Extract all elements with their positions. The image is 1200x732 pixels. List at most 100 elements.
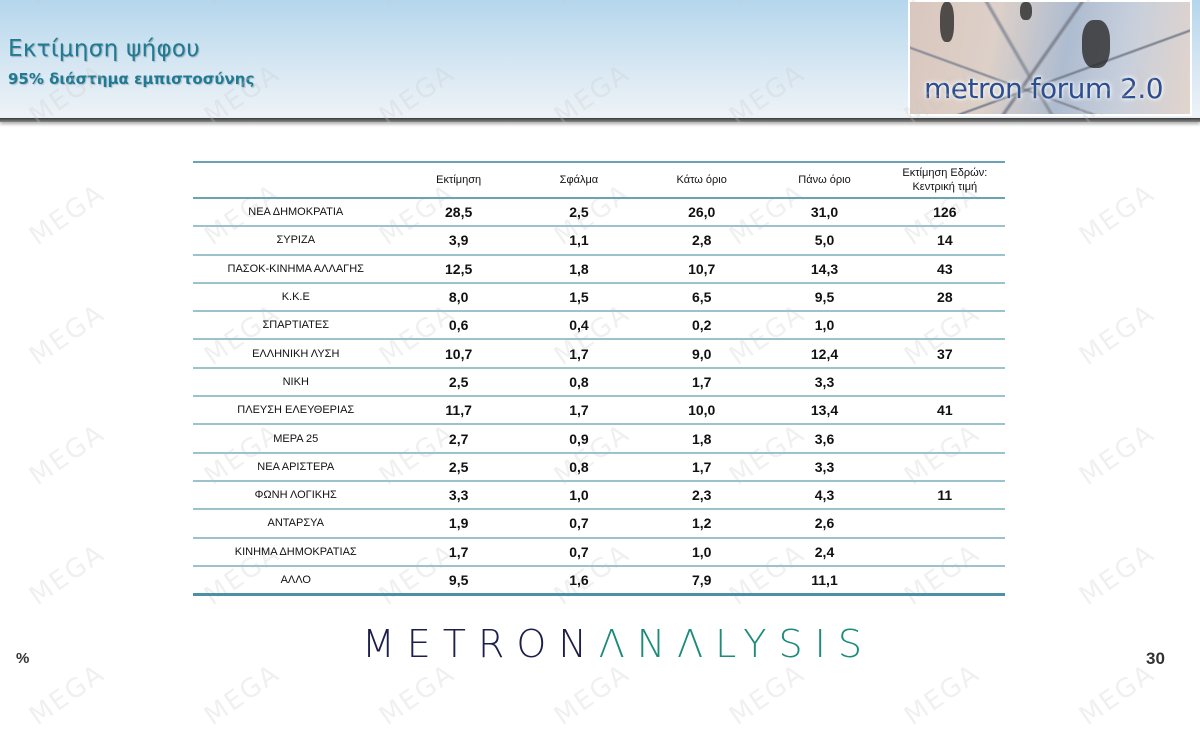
cell-upper: 13,4 bbox=[810, 402, 839, 419]
cell-party: ΣΥΡΙΖΑ bbox=[276, 234, 316, 247]
header-divider bbox=[0, 118, 1200, 122]
cell-upper: 4,3 bbox=[814, 487, 835, 504]
slide-title: Εκτίμηση ψήφου bbox=[8, 36, 200, 62]
logo-text: metron forum 2.0 bbox=[924, 72, 1164, 105]
table-row: Κ.Κ.Ε 8,0 1,5 6,5 9,5 28 bbox=[193, 283, 1005, 312]
watermark-text: MEGA bbox=[24, 538, 111, 612]
metron-forum-logo: metron forum 2.0 bbox=[908, 0, 1192, 116]
cell-error: 2,5 bbox=[569, 204, 589, 221]
cell-party: ΑΝΤΑΡΣΥΑ bbox=[267, 517, 324, 530]
cell-party: ΦΩΝΗ ΛΟΓΙΚΗΣ bbox=[254, 489, 337, 502]
cell-estimate: 1,9 bbox=[448, 515, 469, 532]
cell-seats bbox=[885, 538, 1005, 566]
cell-error: 0,4 bbox=[569, 317, 589, 334]
table-row: ΚΙΝΗΜΑ ΔΗΜΟΚΡΑΤΙΑΣ 1,7 0,7 1,0 2,4 bbox=[193, 538, 1005, 566]
cell-lower: 10,7 bbox=[688, 260, 716, 277]
cell-upper: 2,4 bbox=[814, 543, 835, 560]
cell-error: 1,7 bbox=[569, 402, 589, 419]
cell-error: 1,5 bbox=[569, 289, 589, 306]
cell-party: ΝΕΑ ΑΡΙΣΤΕΡΑ bbox=[257, 460, 335, 473]
cell-upper: 3,3 bbox=[814, 373, 835, 390]
cell-upper: 3,6 bbox=[814, 430, 835, 447]
cell-error: 0,7 bbox=[569, 515, 589, 532]
cell-error: 0,8 bbox=[569, 458, 589, 475]
table-row: ΝΕΑ ΑΡΙΣΤΕΡΑ 2,5 0,8 1,7 3,3 bbox=[193, 453, 1005, 481]
vote-estimate-table: Εκτίμηση Σφάλμα Κάτω όριο Πάνω όριο Εκτί… bbox=[193, 161, 1005, 596]
cell-seats: 14 bbox=[937, 232, 953, 249]
col-seats-line2: Κεντρική τιμή bbox=[912, 181, 978, 193]
cell-estimate: 12,5 bbox=[445, 260, 473, 277]
cell-error: 1,8 bbox=[569, 260, 589, 277]
logo-figure-3 bbox=[1082, 20, 1110, 68]
cell-upper: 11,1 bbox=[811, 571, 838, 588]
cell-lower: 1,8 bbox=[691, 430, 712, 447]
cell-estimate: 11,7 bbox=[445, 402, 472, 419]
col-estimate: Εκτίμηση bbox=[436, 174, 482, 186]
cell-party: ΠΛΕΥΣΗ ΕΛΕΥΘΕΡΙΑΣ bbox=[237, 404, 355, 417]
cell-upper: 9,5 bbox=[814, 289, 835, 306]
watermark-text: MEGA bbox=[1074, 418, 1161, 492]
cell-lower: 6,5 bbox=[691, 289, 712, 306]
logo-figure-2 bbox=[1020, 2, 1032, 20]
brand-part1: METRON bbox=[362, 622, 599, 666]
cell-error: 1,0 bbox=[569, 487, 589, 504]
cell-estimate: 2,5 bbox=[448, 373, 469, 390]
cell-party: ΑΛΛΟ bbox=[280, 573, 311, 586]
table-row: ΝΙΚΗ 2,5 0,8 1,7 3,3 bbox=[193, 368, 1005, 397]
cell-lower: 1,2 bbox=[691, 515, 712, 532]
cell-lower: 10,0 bbox=[688, 402, 716, 419]
table-row: ΝΕΑ ΔΗΜΟΚΡΑΤΙΑ 28,5 2,5 26,0 31,0 126 bbox=[193, 198, 1005, 227]
cell-upper: 5,0 bbox=[814, 232, 835, 249]
cell-party: ΕΛΛΗΝΙΚΗ ΛΥΣΗ bbox=[252, 347, 340, 360]
cell-seats: 126 bbox=[933, 204, 957, 221]
brand-part2: ΛNΛLYSIS bbox=[598, 622, 874, 666]
watermark-text: MEGA bbox=[549, 658, 636, 732]
col-party bbox=[193, 162, 399, 198]
cell-seats: 43 bbox=[937, 260, 953, 277]
cell-error: 1,7 bbox=[569, 345, 589, 362]
table-row: ΕΛΛΗΝΙΚΗ ΛΥΣΗ 10,7 1,7 9,0 12,4 37 bbox=[193, 339, 1005, 368]
cell-seats: 37 bbox=[937, 345, 953, 362]
cell-party: Κ.Κ.Ε bbox=[281, 291, 310, 304]
cell-upper: 14,3 bbox=[810, 260, 839, 277]
table-row: ΠΛΕΥΣΗ ΕΛΕΥΘΕΡΙΑΣ 11,7 1,7 10,0 13,4 41 bbox=[193, 396, 1005, 425]
watermark-text: MEGA bbox=[1074, 298, 1161, 372]
watermark-text: MEGA bbox=[899, 658, 986, 732]
cell-lower: 1,7 bbox=[691, 373, 712, 390]
cell-seats: 11 bbox=[937, 487, 953, 504]
watermark-text: MEGA bbox=[1074, 658, 1161, 732]
cell-party: ΜΕΡΑ 25 bbox=[273, 432, 319, 445]
watermark-text: MEGA bbox=[374, 658, 461, 732]
cell-estimate: 3,3 bbox=[448, 487, 469, 504]
watermark-text: MEGA bbox=[24, 658, 111, 732]
col-seats-line1: Εκτίμηση Εδρών: bbox=[902, 167, 988, 179]
cell-estimate: 0,6 bbox=[448, 317, 469, 334]
cell-lower: 26,0 bbox=[688, 204, 716, 221]
cell-error: 0,9 bbox=[569, 430, 589, 447]
col-upper: Πάνω όριο bbox=[798, 174, 851, 186]
cell-party: ΝΙΚΗ bbox=[282, 375, 309, 388]
cell-party: ΠΑΣΟΚ-ΚΙΝΗΜΑ ΑΛΛΑΓΗΣ bbox=[227, 262, 364, 275]
table-row: ΑΝΤΑΡΣΥΑ 1,9 0,7 1,2 2,6 bbox=[193, 509, 1005, 538]
table-row: ΑΛΛΟ 9,5 1,6 7,9 11,1 bbox=[193, 566, 1005, 595]
col-lower: Κάτω όριο bbox=[676, 174, 727, 186]
cell-estimate: 1,7 bbox=[448, 543, 469, 560]
watermark-text: MEGA bbox=[1074, 178, 1161, 252]
cell-upper: 3,3 bbox=[814, 458, 835, 475]
cell-error: 1,6 bbox=[569, 571, 589, 588]
cell-error: 0,8 bbox=[569, 373, 589, 390]
cell-upper: 31,0 bbox=[810, 204, 839, 221]
watermark-text: MEGA bbox=[1074, 538, 1161, 612]
cell-error: 1,1 bbox=[569, 232, 589, 249]
cell-estimate: 9,5 bbox=[448, 571, 469, 588]
watermark-text: MEGA bbox=[724, 658, 811, 732]
cell-lower: 0,2 bbox=[691, 317, 712, 334]
cell-estimate: 28,5 bbox=[445, 204, 473, 221]
cell-estimate: 3,9 bbox=[448, 232, 469, 249]
cell-lower: 1,7 bbox=[691, 458, 712, 475]
cell-seats bbox=[885, 424, 1005, 452]
unit-label: % bbox=[16, 650, 30, 667]
table-header-row: Εκτίμηση Σφάλμα Κάτω όριο Πάνω όριο Εκτί… bbox=[193, 162, 1005, 198]
cell-seats: 41 bbox=[937, 402, 953, 419]
cell-estimate: 2,7 bbox=[448, 430, 469, 447]
